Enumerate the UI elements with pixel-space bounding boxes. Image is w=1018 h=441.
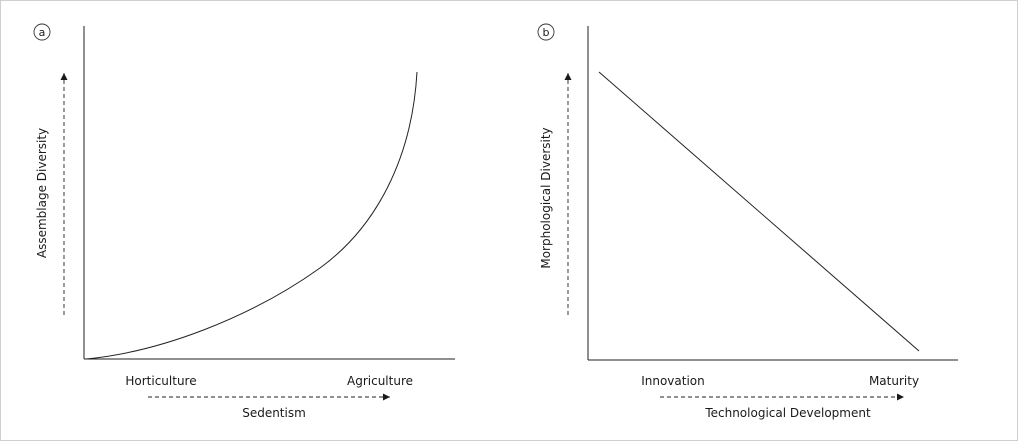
panel-b: b Morphological Diversity Innovation Mat…	[537, 23, 958, 420]
panel-b-badge-circle	[537, 23, 555, 41]
panel-a: a Assemblage Diversity Horticulture Agri…	[33, 23, 455, 420]
panel-a-badge: a	[33, 23, 51, 41]
panel-b-badge: b	[537, 23, 555, 41]
panel-a-x-category-2: Agriculture	[347, 374, 413, 388]
panel-a-badge-letter: a	[39, 26, 46, 39]
panel-a-y-label: Assemblage Diversity	[35, 128, 49, 258]
panel-a-curve	[85, 71, 418, 360]
panel-a-x-label: Sedentism	[242, 406, 306, 420]
panel-b-badge-letter: b	[543, 26, 550, 39]
panel-b-x-category-2: Maturity	[869, 374, 919, 388]
panel-b-y-label: Morphological Diversity	[539, 127, 553, 268]
panel-a-badge-circle	[33, 23, 51, 41]
panel-a-x-category-1: Horticulture	[125, 374, 196, 388]
panel-b-line	[598, 71, 920, 352]
panel-b-x-label: Technological Development	[704, 406, 871, 420]
panel-b-x-category-1: Innovation	[641, 374, 705, 388]
